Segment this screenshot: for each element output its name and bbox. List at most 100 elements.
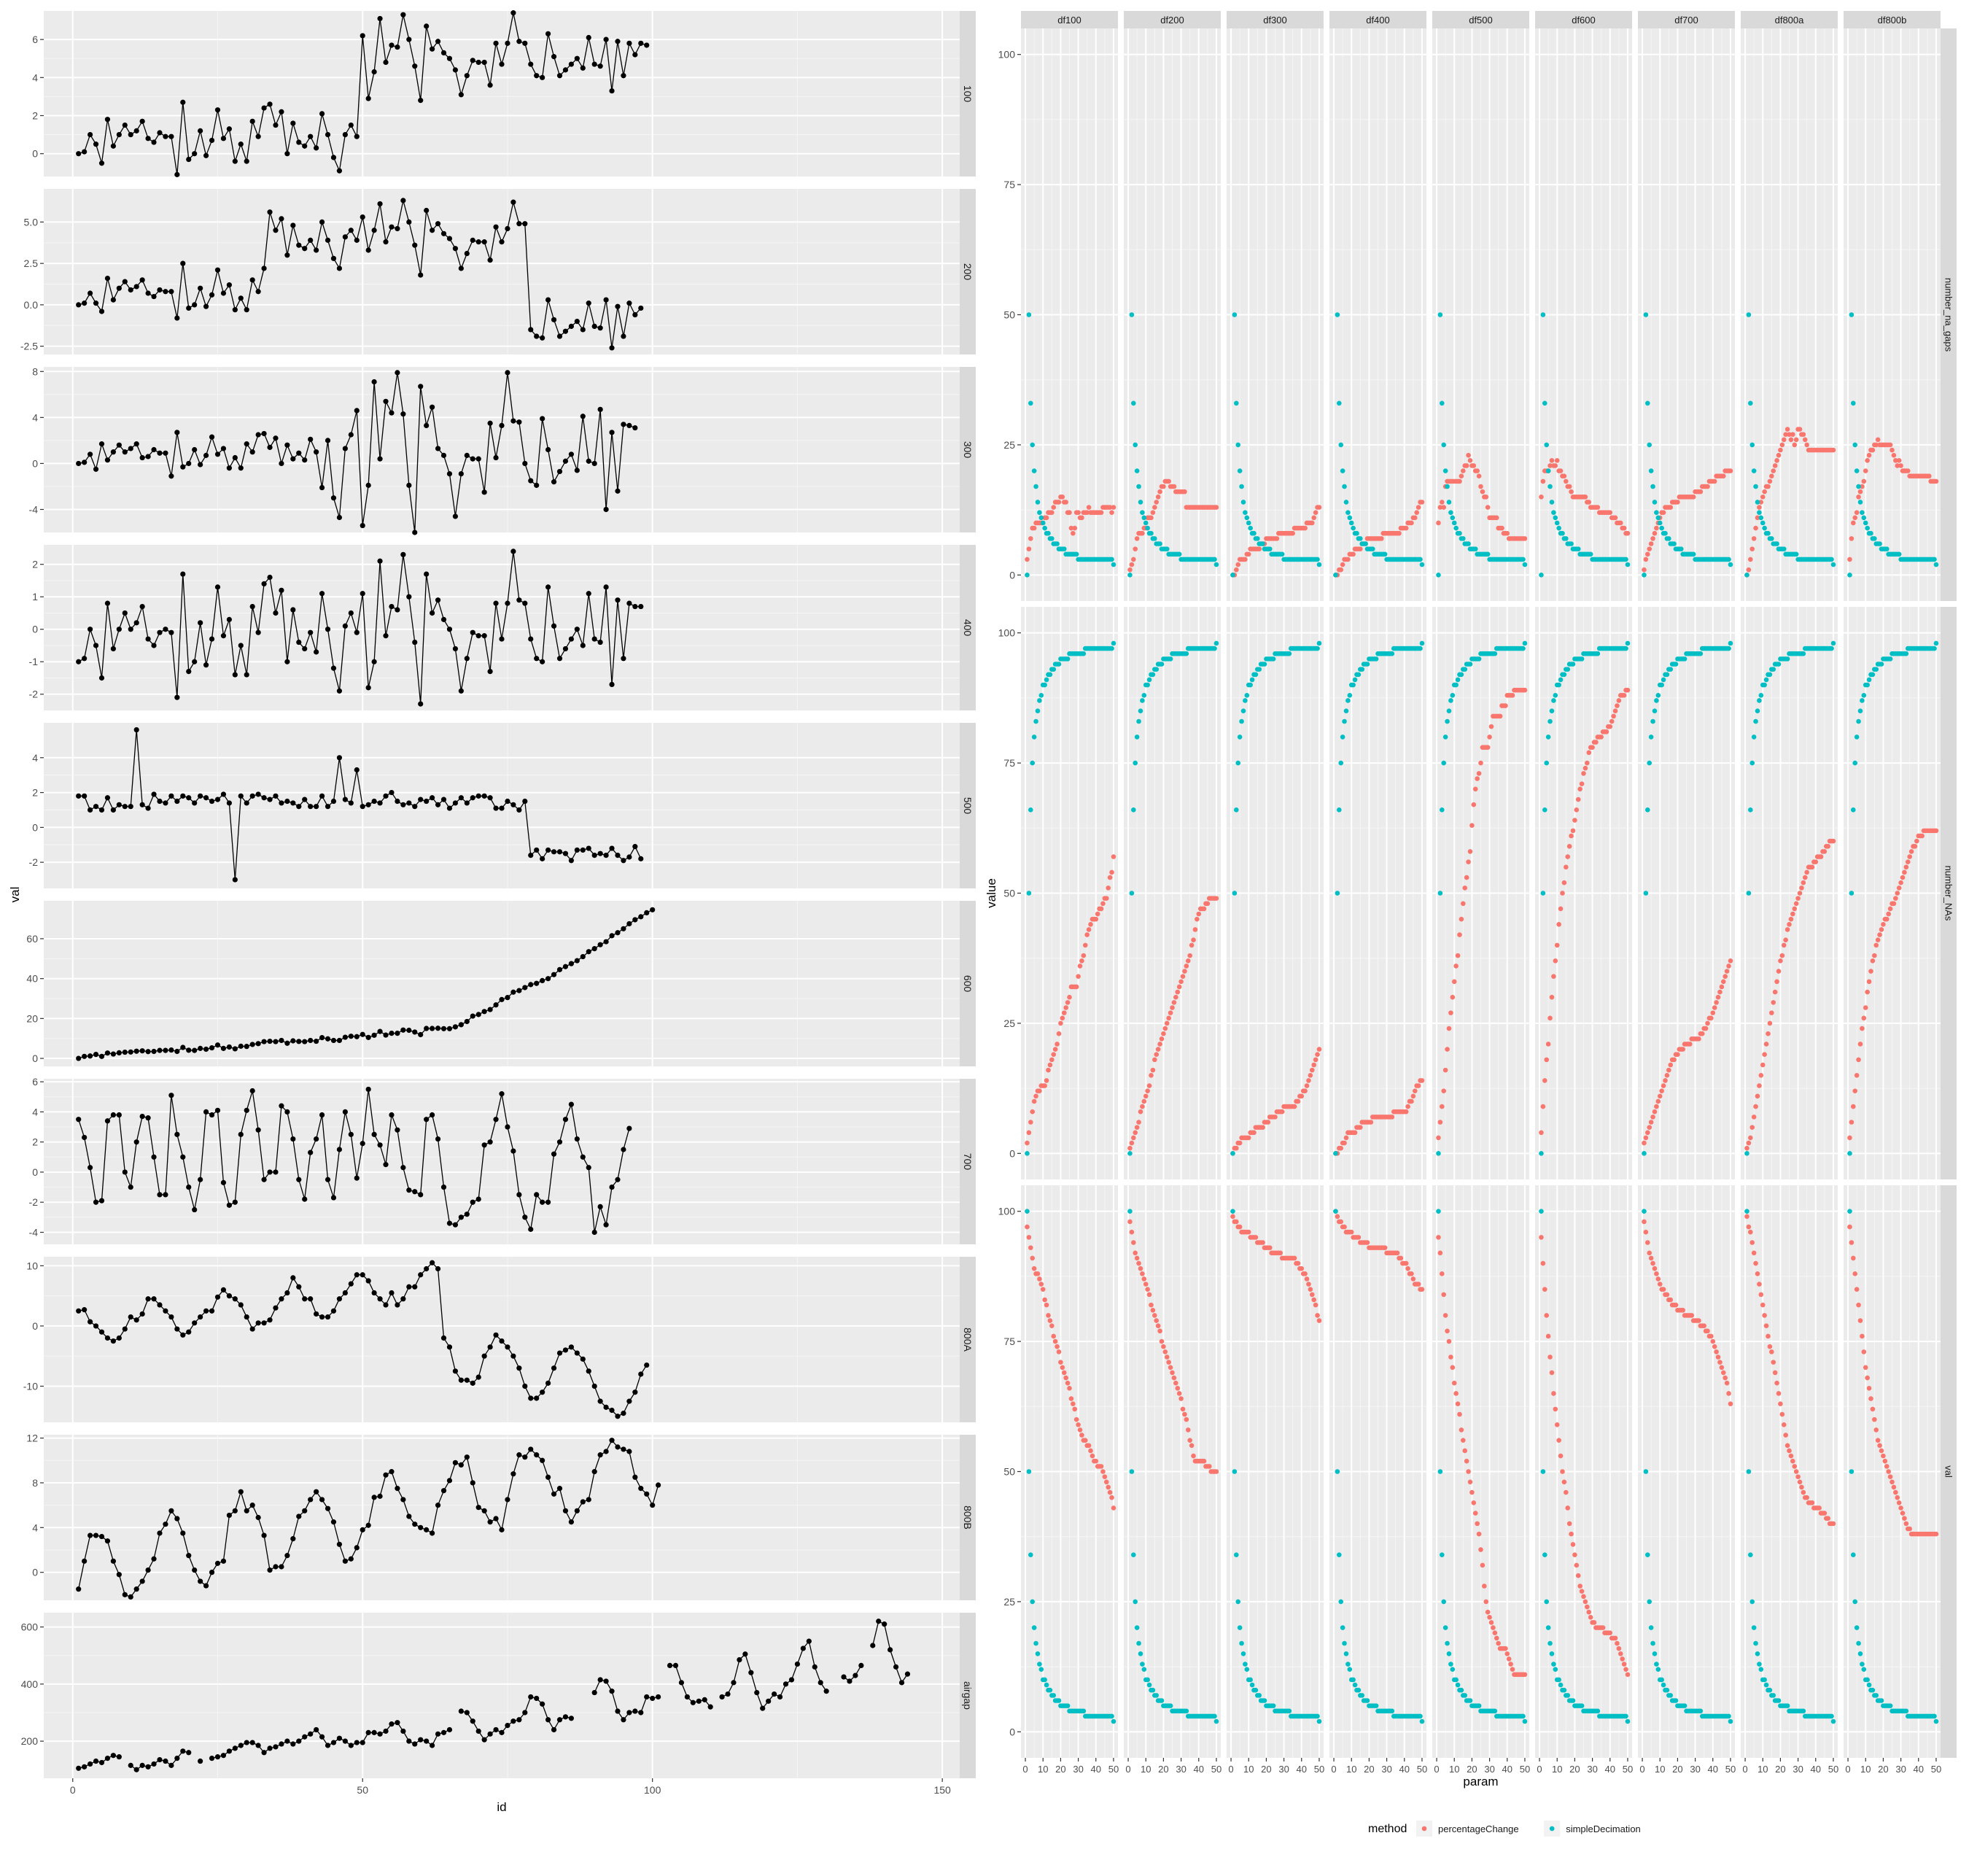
data-point-percentageChange: [1642, 1141, 1647, 1146]
data-point-simpleDecimation: [1647, 443, 1652, 448]
data-point-simpleDecimation: [1140, 510, 1145, 515]
data-point: [296, 1513, 301, 1519]
data-point-simpleDecimation: [1748, 807, 1753, 813]
data-point: [510, 990, 516, 995]
data-point-percentageChange: [1189, 943, 1195, 948]
data-point: [551, 1152, 556, 1157]
data-point: [528, 1446, 533, 1451]
data-point-percentageChange: [1202, 1459, 1207, 1464]
data-point-simpleDecimation: [1762, 683, 1767, 688]
data-point-simpleDecimation: [1794, 551, 1799, 557]
data-point: [140, 1114, 145, 1119]
data-point-percentageChange: [1798, 427, 1803, 432]
data-point-percentageChange: [1063, 500, 1068, 505]
data-point-percentageChange: [1046, 1068, 1051, 1073]
data-point: [180, 1530, 185, 1535]
data-point: [482, 60, 487, 65]
data-point: [406, 220, 411, 225]
data-point: [76, 1055, 81, 1061]
data-point: [319, 1734, 325, 1740]
data-point-simpleDecimation: [1653, 708, 1658, 713]
data-point-simpleDecimation: [1028, 807, 1033, 813]
x-tick-label: 150: [933, 1784, 951, 1796]
data-point-percentageChange: [1191, 937, 1196, 942]
data-point-simpleDecimation: [1749, 443, 1755, 448]
data-point: [598, 1452, 603, 1457]
data-point: [372, 1290, 377, 1295]
data-point-simpleDecimation: [1212, 1714, 1217, 1719]
data-point: [308, 134, 313, 139]
data-point: [441, 1488, 446, 1493]
data-point: [168, 1508, 174, 1513]
data-point-simpleDecimation: [1131, 807, 1136, 813]
data-point: [493, 805, 498, 810]
data-point-percentageChange: [1475, 776, 1480, 781]
data-point: [412, 1189, 417, 1194]
data-point: [128, 1594, 133, 1600]
data-point-simpleDecimation: [1315, 557, 1320, 562]
data-point-simpleDecimation: [1776, 662, 1782, 667]
data-point-percentageChange: [1856, 1058, 1861, 1063]
data-point-percentageChange: [1712, 479, 1717, 484]
data-point-simpleDecimation: [1143, 521, 1149, 526]
panel-background: [44, 11, 960, 177]
data-point-percentageChange: [1890, 448, 1895, 453]
data-point: [76, 1309, 81, 1314]
data-point: [465, 1454, 470, 1460]
data-point-percentageChange: [1753, 1104, 1758, 1109]
scatter-panel-df400-number_na_gaps: [1329, 28, 1426, 601]
data-point: [453, 246, 458, 251]
data-point-simpleDecimation: [1671, 541, 1677, 546]
data-point-percentageChange: [1919, 834, 1925, 839]
x-tick-label: 0: [70, 1784, 76, 1796]
data-point: [441, 453, 446, 458]
data-point: [261, 1177, 266, 1182]
data-point: [233, 877, 238, 882]
data-point: [488, 257, 493, 263]
data-point: [134, 1139, 139, 1144]
data-point: [238, 1489, 244, 1495]
y-tick-label: 50: [1003, 309, 1015, 321]
data-point-percentageChange: [1675, 500, 1680, 505]
data-point-percentageChange: [1776, 453, 1782, 458]
data-point-percentageChange: [1057, 500, 1062, 505]
data-point: [157, 130, 162, 135]
data-point: [598, 63, 603, 69]
data-point: [563, 1117, 568, 1122]
data-point: [314, 145, 319, 150]
data-point-simpleDecimation: [1235, 761, 1240, 766]
data-point: [279, 461, 284, 466]
data-point: [128, 1185, 133, 1190]
scatter-panel-df800b-number_na_gaps: [1844, 28, 1941, 601]
data-point-percentageChange: [1847, 1136, 1852, 1141]
data-point: [296, 451, 301, 456]
data-point: [279, 1296, 284, 1301]
data-point-simpleDecimation: [1025, 573, 1030, 578]
data-point: [377, 1142, 382, 1147]
data-point-percentageChange: [1720, 985, 1725, 990]
data-point: [447, 1727, 452, 1732]
data-point: [632, 604, 637, 609]
data-point-simpleDecimation: [1904, 651, 1909, 656]
data-point-simpleDecimation: [1130, 891, 1135, 896]
data-point: [389, 1112, 394, 1117]
data-point: [290, 1741, 295, 1746]
data-point-percentageChange: [1661, 510, 1666, 515]
data-point-simpleDecimation: [1042, 1678, 1047, 1683]
data-point-simpleDecimation: [1860, 510, 1865, 515]
data-point-percentageChange: [1461, 468, 1466, 473]
data-point-simpleDecimation: [1241, 500, 1246, 505]
data-point: [395, 799, 400, 804]
data-point-simpleDecimation: [1438, 891, 1443, 896]
data-point-percentageChange: [1152, 1058, 1157, 1063]
data-point-simpleDecimation: [1234, 401, 1239, 406]
data-point-simpleDecimation: [1551, 698, 1556, 703]
data-point: [459, 1214, 464, 1220]
data-point-percentageChange: [1872, 953, 1877, 958]
data-point-simpleDecimation: [1849, 312, 1855, 317]
data-point: [117, 1112, 122, 1117]
data-point: [123, 1592, 128, 1597]
data-point: [111, 1559, 116, 1564]
data-point-percentageChange: [1752, 1115, 1757, 1120]
data-point: [331, 1740, 336, 1745]
